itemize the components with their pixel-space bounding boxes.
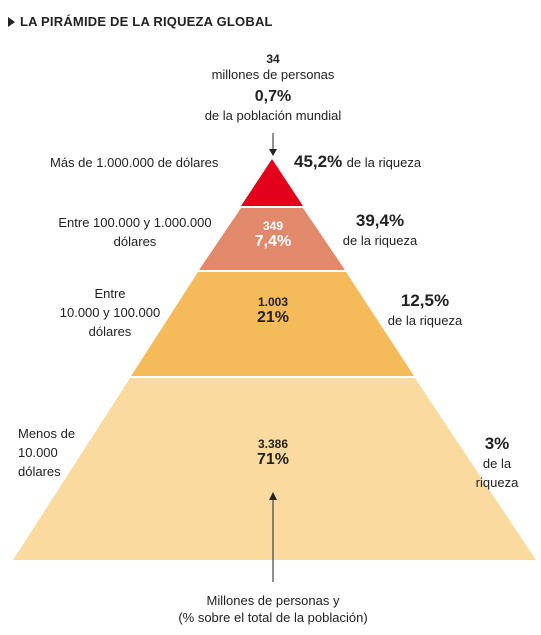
level-3-population: 1.003 21%	[233, 295, 313, 327]
level-2-range-line1: Entre 100.000 y 1.000.000	[58, 215, 212, 230]
chart-title-text: LA PIRÁMIDE DE LA RIQUEZA GLOBAL	[20, 14, 273, 29]
level-3-range-line1: Entre	[94, 286, 126, 301]
level-top-wealth-pct: 45,2%	[294, 152, 343, 171]
level-2-population: 349 7,4%	[233, 219, 313, 251]
level-2-wealth-pct: 39,4%	[355, 211, 405, 230]
level-base-range-line1: Menos de	[18, 426, 76, 441]
top-count: 34	[266, 52, 280, 66]
level-2-people: 349	[262, 219, 284, 233]
level-base-range: Menos de 10.000 dólares	[18, 424, 75, 481]
pyramid-level-3	[131, 272, 414, 376]
pyramid-level-top	[241, 159, 303, 206]
level-2-wealth: 39,4% de la riqueza	[325, 211, 435, 250]
pyramid-level-base	[13, 378, 536, 560]
level-top-range: Más de 1.000.000 de dólares	[50, 155, 219, 170]
level-top-wealth: 45,2% de la riqueza	[294, 152, 421, 172]
footer-note: Millones de personas y (% sobre el total…	[120, 592, 426, 626]
level-2-range-line2: dólares	[113, 234, 157, 249]
top-pct-desc: de la población mundial	[204, 108, 342, 123]
top-arrow-head	[269, 149, 277, 156]
level-base-wealth: 3% de la riqueza	[460, 434, 534, 492]
chart-title: LA PIRÁMIDE DE LA RIQUEZA GLOBAL	[8, 14, 273, 29]
level-base-range-line2: 10.000	[18, 445, 58, 460]
level-2-pop-pct: 7,4%	[254, 233, 292, 250]
bullet-icon	[8, 16, 15, 27]
top-count-unit: millones de personas	[211, 67, 335, 82]
level-2-range: Entre 100.000 y 1.000.000 dólares	[30, 213, 240, 251]
bottom-arrow-head	[269, 492, 277, 500]
level-base-range-line3: dólares	[18, 464, 61, 479]
level-3-wealth: 12,5% de la riqueza	[370, 291, 480, 330]
level-3-wealth-pct: 12,5%	[400, 291, 450, 310]
level-base-population: 3.386 71%	[233, 437, 313, 469]
level-3-range-line2: 10.000 y 100.000	[59, 305, 161, 320]
footer-line1: Millones de personas y	[206, 593, 340, 608]
level-3-range-line3: dólares	[88, 324, 132, 339]
level-base-wealth-desc1: de la	[482, 456, 512, 471]
level-2-wealth-desc: de la riqueza	[342, 233, 418, 248]
level-base-pop-pct: 71%	[256, 451, 290, 468]
top-pct: 0,7%	[254, 88, 292, 105]
level-3-range: Entre 10.000 y 100.000 dólares	[40, 284, 180, 341]
pyramid-level-2	[199, 208, 345, 270]
level-base-wealth-pct: 3%	[484, 434, 510, 453]
level-base-people: 3.386	[257, 437, 289, 451]
level-3-people: 1.003	[257, 295, 289, 309]
footer-line2: (% sobre el total de la población)	[178, 610, 368, 625]
level-top-wealth-desc: de la riqueza	[346, 155, 422, 170]
level-base-wealth-desc2: riqueza	[475, 475, 519, 490]
level-3-wealth-desc: de la riqueza	[387, 313, 463, 328]
level-3-pop-pct: 21%	[256, 309, 290, 326]
top-annotation: 34 millones de personas 0,7% de la pobla…	[173, 52, 373, 125]
